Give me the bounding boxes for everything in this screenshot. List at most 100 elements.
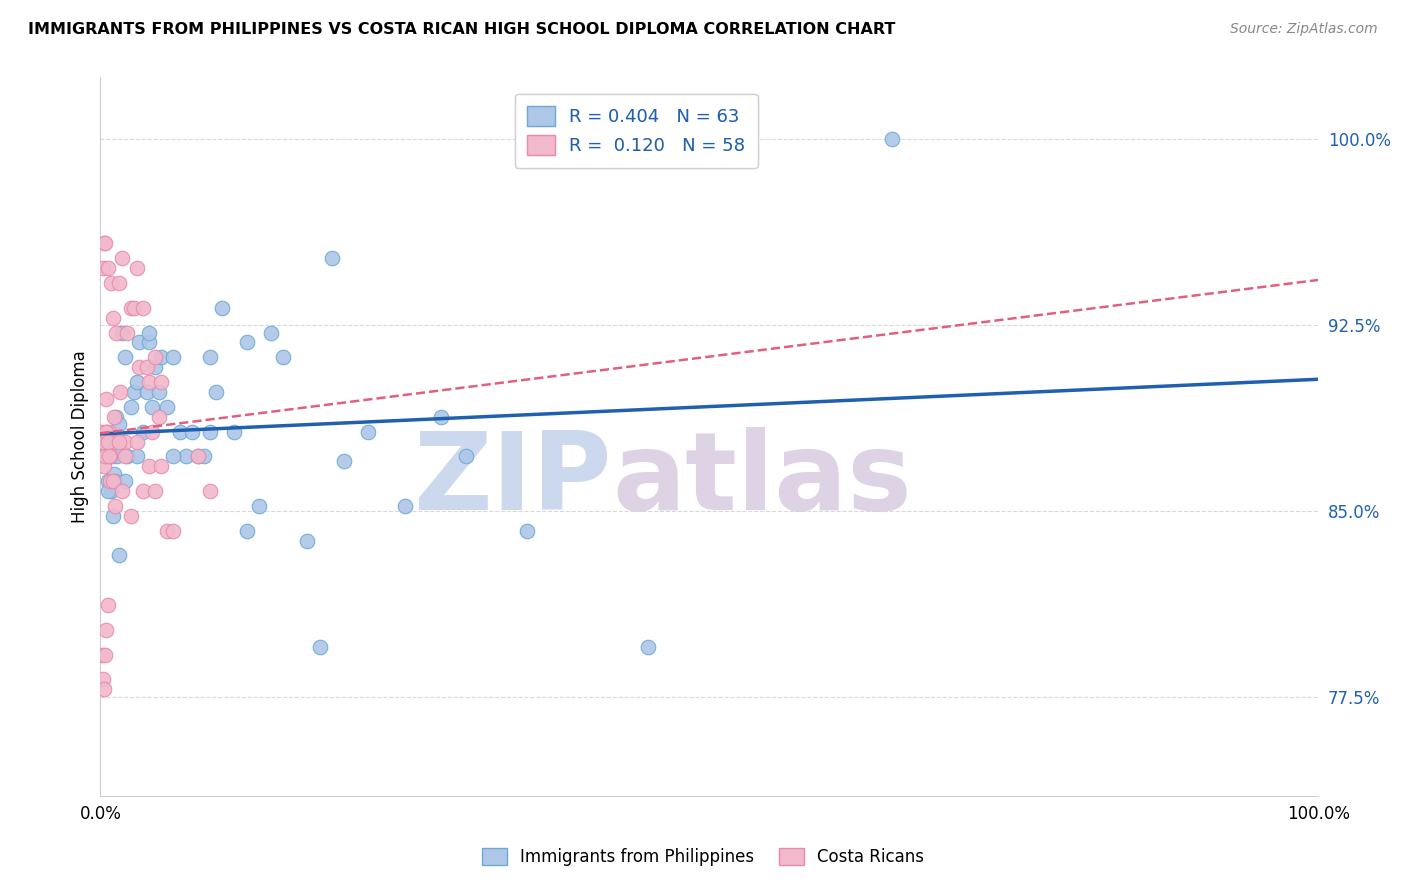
Point (114, 450, 136, 464)
Point (107, 417, 129, 432)
Point (128, 360, 150, 375)
Point (114, 434, 136, 449)
Point (97, 425, 120, 439)
Point (107, 276, 129, 290)
Point (125, 434, 148, 449)
Point (94, 450, 117, 464)
Point (187, 450, 209, 464)
Y-axis label: High School Diploma: High School Diploma (72, 351, 89, 523)
Point (104, 499, 127, 513)
Point (107, 434, 129, 449)
Point (143, 351, 166, 365)
Text: IMMIGRANTS FROM PHILIPPINES VS COSTA RICAN HIGH SCHOOL DIPLOMA CORRELATION CHART: IMMIGRANTS FROM PHILIPPINES VS COSTA RIC… (28, 22, 896, 37)
Point (516, 524, 538, 538)
Point (357, 425, 380, 439)
Point (138, 375, 160, 389)
Point (138, 335, 160, 350)
Point (150, 375, 173, 389)
Point (180, 425, 202, 439)
Legend: Immigrants from Philippines, Costa Ricans: Immigrants from Philippines, Costa Rican… (474, 840, 932, 875)
Point (111, 326, 134, 340)
Point (100, 276, 122, 290)
Point (120, 400, 142, 414)
Point (637, 640, 659, 654)
Point (114, 351, 136, 365)
Point (96, 623, 118, 637)
Point (224, 425, 246, 439)
Point (124, 384, 146, 399)
Point (100, 484, 122, 499)
Point (103, 409, 125, 424)
Point (114, 474, 136, 488)
Point (103, 467, 125, 481)
Point (97, 261, 120, 276)
Point (120, 508, 142, 523)
Point (156, 524, 179, 538)
Text: Source: ZipAtlas.com: Source: ZipAtlas.com (1230, 22, 1378, 37)
Point (141, 425, 163, 439)
Point (235, 335, 257, 350)
Text: atlas: atlas (612, 426, 911, 533)
Point (132, 484, 155, 499)
Point (90, 425, 112, 439)
Point (308, 640, 330, 654)
Point (128, 335, 150, 350)
Point (125, 261, 148, 276)
Point (124, 301, 146, 315)
Point (101, 474, 124, 488)
Point (247, 499, 270, 513)
Point (97, 474, 120, 488)
Point (104, 434, 127, 449)
Point (132, 301, 155, 315)
Point (94, 648, 117, 662)
Point (91, 434, 114, 449)
Point (104, 474, 127, 488)
Text: ZIP: ZIP (413, 426, 612, 533)
Point (96, 392, 118, 407)
Point (98, 434, 121, 449)
Point (97, 450, 120, 464)
Point (120, 301, 142, 315)
Point (107, 450, 129, 464)
Point (880, 132, 903, 146)
Point (90, 648, 112, 662)
Point (205, 384, 228, 399)
Point (93, 459, 115, 474)
Point (94, 450, 117, 464)
Point (96, 425, 118, 439)
Point (91, 673, 114, 687)
Point (108, 442, 131, 456)
Point (132, 425, 155, 439)
Point (91, 261, 114, 276)
Point (138, 459, 160, 474)
Point (156, 400, 179, 414)
Legend: R = 0.404   N = 63, R =  0.120   N = 58: R = 0.404 N = 63, R = 0.120 N = 58 (515, 94, 758, 168)
Point (297, 533, 319, 548)
Point (97, 484, 120, 499)
Point (115, 450, 138, 464)
Point (97, 434, 120, 449)
Point (141, 400, 163, 414)
Point (115, 326, 138, 340)
Point (271, 351, 294, 365)
Point (198, 351, 221, 365)
Point (93, 434, 115, 449)
Point (98, 474, 121, 488)
Point (193, 450, 215, 464)
Point (135, 384, 157, 399)
Point (260, 326, 283, 340)
Point (107, 549, 129, 563)
Point (454, 450, 477, 464)
Point (101, 450, 124, 464)
Point (135, 360, 157, 375)
Point (394, 499, 416, 513)
Point (430, 409, 453, 424)
Point (150, 351, 173, 365)
Point (93, 682, 115, 697)
Point (111, 252, 134, 266)
Point (105, 326, 128, 340)
Point (198, 484, 221, 499)
Point (94, 236, 117, 251)
Point (125, 375, 148, 389)
Point (169, 425, 191, 439)
